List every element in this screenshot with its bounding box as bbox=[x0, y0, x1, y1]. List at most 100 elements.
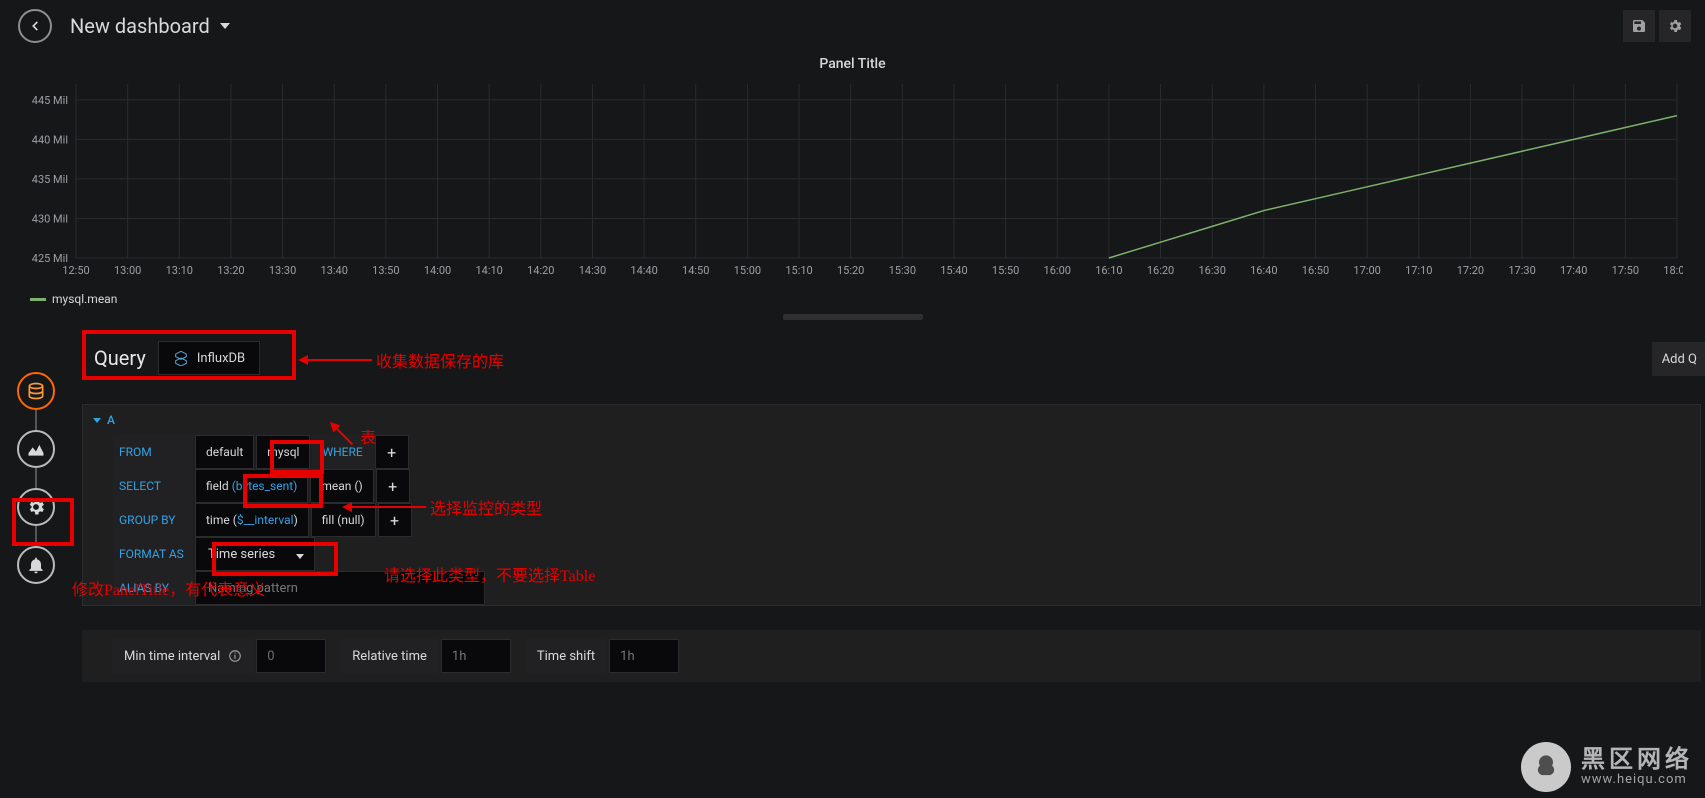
query-header: Query InfluxDB bbox=[82, 330, 1701, 386]
svg-text:14:40: 14:40 bbox=[630, 264, 657, 276]
add-query-label: Add Q bbox=[1662, 352, 1697, 367]
svg-text:14:00: 14:00 bbox=[424, 264, 451, 276]
dashboard-title-dropdown[interactable]: New dashboard bbox=[70, 14, 230, 38]
relative-label: Relative time bbox=[340, 639, 439, 673]
keyword-groupby: GROUP BY bbox=[113, 503, 193, 537]
from-policy[interactable]: default bbox=[195, 435, 254, 469]
svg-text:14:20: 14:20 bbox=[527, 264, 554, 276]
groupby-time-value: $__interval bbox=[237, 513, 294, 527]
svg-text:16:20: 16:20 bbox=[1147, 264, 1174, 276]
svg-text:435 Mil: 435 Mil bbox=[32, 173, 68, 186]
datasource-select[interactable]: InfluxDB bbox=[158, 341, 260, 375]
query-heading: Query bbox=[94, 346, 146, 370]
info-icon[interactable] bbox=[228, 649, 242, 663]
svg-text:17:50: 17:50 bbox=[1612, 264, 1639, 276]
svg-text:16:30: 16:30 bbox=[1198, 264, 1225, 276]
relative-input[interactable] bbox=[441, 639, 511, 673]
min-interval-label: Min time interval bbox=[112, 639, 254, 673]
alias-input[interactable] bbox=[195, 571, 485, 605]
svg-text:18:00: 18:00 bbox=[1663, 264, 1683, 276]
min-interval-text: Min time interval bbox=[124, 649, 220, 664]
svg-text:17:10: 17:10 bbox=[1405, 264, 1432, 276]
query-id: A bbox=[107, 413, 115, 427]
svg-text:13:30: 13:30 bbox=[269, 264, 296, 276]
svg-text:15:50: 15:50 bbox=[992, 264, 1019, 276]
svg-text:13:10: 13:10 bbox=[166, 264, 193, 276]
svg-text:430 Mil: 430 Mil bbox=[32, 212, 68, 225]
svg-text:17:30: 17:30 bbox=[1508, 264, 1535, 276]
svg-text:17:00: 17:00 bbox=[1353, 264, 1380, 276]
svg-text:14:10: 14:10 bbox=[475, 264, 502, 276]
svg-text:17:40: 17:40 bbox=[1560, 264, 1587, 276]
panel-title: Panel Title bbox=[14, 56, 1691, 72]
topbar: New dashboard bbox=[0, 0, 1705, 52]
svg-text:440 Mil: 440 Mil bbox=[32, 133, 68, 146]
legend-swatch bbox=[30, 298, 46, 301]
svg-text:15:20: 15:20 bbox=[837, 264, 864, 276]
chart-area[interactable]: 425 Mil430 Mil435 Mil440 Mil445 Mil12:50… bbox=[22, 80, 1683, 276]
tab-query[interactable] bbox=[17, 372, 55, 410]
tab-general[interactable] bbox=[17, 488, 55, 526]
svg-text:16:40: 16:40 bbox=[1250, 264, 1277, 276]
svg-text:15:30: 15:30 bbox=[889, 264, 916, 276]
dashboard-title-label: New dashboard bbox=[70, 14, 210, 38]
groupby-add-button[interactable]: + bbox=[378, 503, 412, 537]
datasource-label: InfluxDB bbox=[197, 351, 245, 366]
from-measurement[interactable]: mysql bbox=[256, 435, 310, 469]
settings-button[interactable] bbox=[1659, 10, 1691, 42]
save-button[interactable] bbox=[1623, 10, 1655, 42]
legend-label: mysql.mean bbox=[52, 292, 117, 306]
chart-panel: Panel Title 425 Mil430 Mil435 Mil440 Mil… bbox=[14, 54, 1691, 314]
select-agg[interactable]: mean () bbox=[310, 469, 373, 503]
select-add-button[interactable]: + bbox=[376, 469, 410, 503]
keyword-where: WHERE bbox=[312, 435, 372, 469]
formatas-select[interactable]: Time series bbox=[195, 537, 315, 571]
query-row-toggle[interactable]: A bbox=[83, 405, 1700, 435]
watermark-big: 黑区网络 bbox=[1581, 747, 1693, 773]
svg-text:13:50: 13:50 bbox=[372, 264, 399, 276]
formatas-value: Time series bbox=[208, 547, 275, 562]
svg-text:16:00: 16:00 bbox=[1044, 264, 1071, 276]
caret-down-icon bbox=[93, 418, 101, 423]
svg-text:16:10: 16:10 bbox=[1095, 264, 1122, 276]
svg-text:13:00: 13:00 bbox=[114, 264, 141, 276]
groupby-time-label: time bbox=[206, 513, 230, 527]
relative-text: Relative time bbox=[352, 649, 427, 664]
svg-text:13:20: 13:20 bbox=[217, 264, 244, 276]
keyword-from: FROM bbox=[113, 435, 193, 469]
watermark-icon bbox=[1521, 742, 1571, 792]
back-button[interactable] bbox=[18, 9, 52, 43]
query-editor: Query InfluxDB Add Q A FROM default mysq… bbox=[82, 330, 1705, 798]
where-add-button[interactable]: + bbox=[375, 435, 409, 469]
svg-text:14:30: 14:30 bbox=[579, 264, 606, 276]
shift-input[interactable] bbox=[609, 639, 679, 673]
keyword-formatas: FORMAT AS bbox=[113, 537, 193, 571]
min-interval-input[interactable] bbox=[256, 639, 326, 673]
panel-resize-handle[interactable] bbox=[783, 314, 923, 320]
groupby-time[interactable]: time ($__interval) bbox=[195, 503, 309, 537]
legend[interactable]: mysql.mean bbox=[30, 292, 117, 306]
shift-label: Time shift bbox=[525, 639, 607, 673]
svg-text:16:50: 16:50 bbox=[1302, 264, 1329, 276]
select-field-value: (bytes_sent) bbox=[232, 479, 298, 493]
edit-tab-rail bbox=[0, 372, 72, 584]
watermark-small: www.heiqu.com bbox=[1581, 773, 1693, 787]
svg-text:15:00: 15:00 bbox=[734, 264, 761, 276]
add-query-button[interactable]: Add Q bbox=[1652, 342, 1705, 376]
svg-text:12:50: 12:50 bbox=[62, 264, 89, 276]
query-block: A FROM default mysql WHERE + SELECT fiel… bbox=[82, 404, 1701, 606]
tab-alert[interactable] bbox=[17, 546, 55, 584]
svg-text:13:40: 13:40 bbox=[321, 264, 348, 276]
select-field-label: field bbox=[206, 479, 229, 493]
caret-down-icon bbox=[220, 23, 230, 29]
tab-visualization[interactable] bbox=[17, 430, 55, 468]
select-field[interactable]: field (bytes_sent) bbox=[195, 469, 308, 503]
svg-text:14:50: 14:50 bbox=[682, 264, 709, 276]
svg-text:445 Mil: 445 Mil bbox=[32, 94, 68, 107]
query-options: Min time interval Relative time Time shi… bbox=[82, 630, 1701, 682]
keyword-select: SELECT bbox=[113, 469, 193, 503]
influxdb-icon bbox=[173, 350, 189, 366]
watermark: 黑区网络 www.heiqu.com bbox=[1521, 742, 1693, 792]
groupby-fill[interactable]: fill (null) bbox=[311, 503, 376, 537]
svg-text:17:20: 17:20 bbox=[1457, 264, 1484, 276]
